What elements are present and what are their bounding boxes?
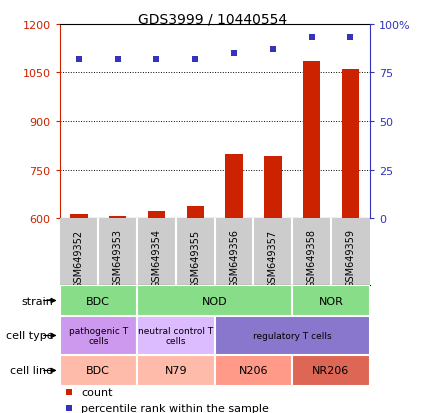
Bar xyxy=(187,207,204,219)
Text: strain: strain xyxy=(21,296,53,306)
Text: GSM649358: GSM649358 xyxy=(306,229,317,288)
Text: count: count xyxy=(81,387,113,398)
Text: GSM649356: GSM649356 xyxy=(229,229,239,288)
Bar xyxy=(70,215,88,219)
Text: NR206: NR206 xyxy=(312,366,350,375)
Bar xyxy=(60,286,137,316)
Text: GSM649357: GSM649357 xyxy=(268,229,278,288)
Text: pathogenic T
cells: pathogenic T cells xyxy=(69,326,128,345)
Bar xyxy=(215,316,370,355)
Text: NOD: NOD xyxy=(202,296,227,306)
Bar xyxy=(264,157,281,219)
Text: GSM649352: GSM649352 xyxy=(74,229,84,288)
Bar xyxy=(137,286,292,316)
Text: GSM649359: GSM649359 xyxy=(346,229,355,288)
Bar xyxy=(303,62,320,219)
Text: neutral control T
cells: neutral control T cells xyxy=(138,326,213,345)
Bar xyxy=(148,212,165,219)
Text: BDC: BDC xyxy=(86,296,110,306)
Text: N79: N79 xyxy=(164,366,187,375)
Text: GSM649354: GSM649354 xyxy=(151,229,162,288)
Bar xyxy=(109,217,126,219)
Text: cell type: cell type xyxy=(6,331,53,341)
Text: GSM649355: GSM649355 xyxy=(190,229,200,288)
Bar xyxy=(60,355,137,386)
Bar xyxy=(137,355,215,386)
Bar xyxy=(342,70,359,219)
Text: N206: N206 xyxy=(239,366,268,375)
Bar xyxy=(60,316,137,355)
Text: GSM649353: GSM649353 xyxy=(113,229,123,288)
Bar xyxy=(292,286,370,316)
Text: NOR: NOR xyxy=(318,296,343,306)
Text: GDS3999 / 10440554: GDS3999 / 10440554 xyxy=(138,12,287,26)
Bar xyxy=(215,355,292,386)
Text: BDC: BDC xyxy=(86,366,110,375)
Text: regulatory T cells: regulatory T cells xyxy=(253,331,332,340)
Text: cell line: cell line xyxy=(10,366,53,375)
Bar xyxy=(292,355,370,386)
Text: percentile rank within the sample: percentile rank within the sample xyxy=(81,403,269,413)
Bar xyxy=(225,154,243,219)
Bar xyxy=(137,316,215,355)
